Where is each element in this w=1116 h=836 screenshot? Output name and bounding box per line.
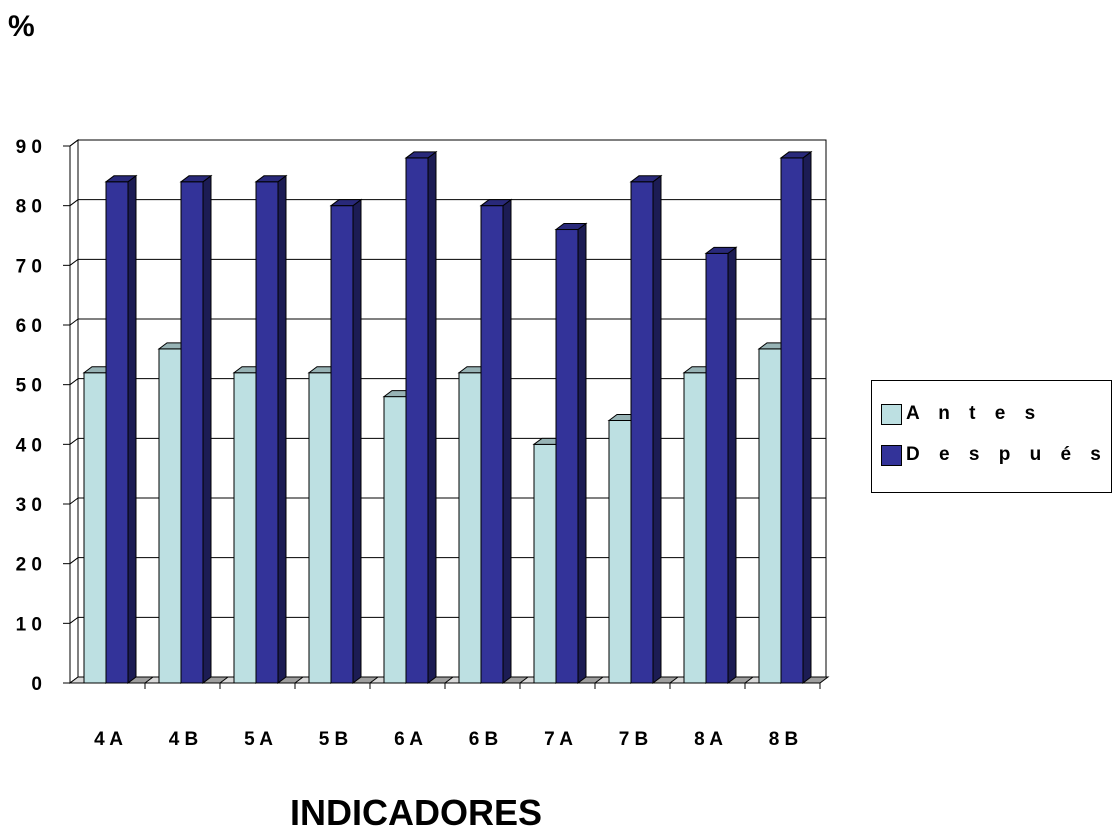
y-tick-label: 8 0 xyxy=(16,197,42,218)
bar-despues-4 xyxy=(404,150,438,684)
bar-despues-2 xyxy=(254,174,288,684)
y-tick-label: 3 0 xyxy=(16,495,42,516)
legend-swatch-despues xyxy=(881,444,902,466)
bar-despues-8 xyxy=(704,246,738,684)
x-tick-label: 5 B xyxy=(319,729,349,750)
x-tick-label: 8 B xyxy=(769,729,799,750)
gridline xyxy=(69,139,826,147)
x-tick-label: 4 B xyxy=(169,729,199,750)
x-tick-label: 8 A xyxy=(694,729,723,750)
y-tick-label: 6 0 xyxy=(16,316,42,337)
x-tick-label: 5 A xyxy=(244,729,273,750)
bars xyxy=(82,150,830,684)
x-tick-label: 7 B xyxy=(619,729,649,750)
bar-despues-5 xyxy=(479,198,513,684)
bar-despues-9 xyxy=(779,150,813,684)
bar-despues-0 xyxy=(104,174,138,684)
y-tick-label: 2 0 xyxy=(16,555,42,576)
bar-despues-1 xyxy=(179,174,213,684)
y-tick-label: 1 0 xyxy=(16,614,42,635)
legend-item-despues: D e s p u é s xyxy=(881,444,1108,466)
x-tick-label: 6 B xyxy=(469,729,499,750)
y-tick-label: 9 0 xyxy=(16,137,42,158)
y-tick-label: 0 xyxy=(31,674,42,695)
x-axis-label: INDICADORES xyxy=(290,792,543,833)
x-tick-label: 6 A xyxy=(394,729,423,750)
x-tick-labels: 4 A 4 B 5 A 5 B 6 A 6 B 7 A 7 B 8 A 8 B xyxy=(70,682,821,750)
bar-despues-7 xyxy=(629,174,663,684)
y-axis-label: % xyxy=(8,10,35,43)
y-tick-label: 5 0 xyxy=(16,376,42,397)
x-tick-label: 7 A xyxy=(544,729,573,750)
y-tick-label: 7 0 xyxy=(16,256,42,277)
bar-despues-3 xyxy=(329,198,363,684)
legend: A n t e s D e s p u é s xyxy=(871,380,1112,493)
y-tick-labels: 9 0 8 0 7 0 6 0 5 0 4 0 3 0 2 0 1 0 0 xyxy=(16,137,70,695)
bar-despues-6 xyxy=(554,222,588,684)
legend-label-antes: A n t e s xyxy=(906,403,1043,424)
side-wall xyxy=(69,139,79,684)
legend-swatch-antes xyxy=(881,403,902,425)
x-tick-label: 4 A xyxy=(94,729,123,750)
legend-item-antes: A n t e s xyxy=(881,403,1042,425)
y-tick-label: 4 0 xyxy=(16,435,42,456)
gridline xyxy=(69,199,826,207)
legend-label-despues: D e s p u é s xyxy=(906,444,1108,465)
